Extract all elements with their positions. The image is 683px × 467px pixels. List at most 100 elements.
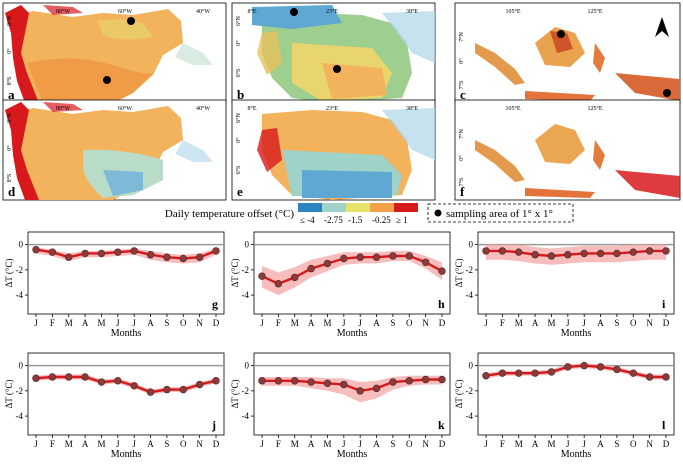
x-tick-label: F: [500, 318, 505, 328]
x-tick-label: O: [406, 318, 413, 328]
lon-tick: 105°E: [505, 105, 520, 112]
data-point: [613, 249, 621, 258]
lon-tick: 23°E: [326, 8, 338, 15]
data-point: [356, 387, 364, 395]
x-tick-label: J: [342, 318, 346, 328]
x-axis-label: Months: [337, 328, 368, 339]
lat-tick: 0°: [458, 155, 465, 161]
y-tick-label: -2: [466, 265, 474, 275]
sample-point: [290, 8, 298, 16]
sample-point: [103, 76, 111, 84]
x-axis-label: Months: [561, 449, 592, 460]
map-panel-e: 8°E 23°E 38°E 6°N 0° 6°S e: [231, 99, 436, 201]
panel-label: h: [438, 297, 445, 311]
x-tick-label: M: [547, 439, 555, 449]
lon-tick: 38°E: [406, 8, 418, 15]
data-point: [438, 267, 446, 275]
x-tick-label: F: [276, 318, 281, 328]
y-axis-label: ΔT (°C): [454, 259, 464, 288]
legend-bin-label: -0.25: [372, 215, 391, 225]
data-point: [438, 375, 446, 384]
x-tick-label: F: [50, 318, 55, 328]
lat-tick: 8°N: [6, 112, 13, 122]
data-point: [48, 248, 57, 256]
x-axis-label: Months: [111, 449, 142, 460]
data-point: [114, 248, 122, 256]
x-tick-label: F: [500, 439, 505, 449]
lon-tick: 40°W: [196, 105, 210, 112]
data-point: [405, 252, 413, 260]
data-point: [580, 249, 588, 258]
x-axis-label: Months: [561, 328, 592, 339]
legend-bin-label: ≥ 1: [396, 215, 408, 225]
sampling-legend-box: [427, 203, 574, 223]
y-tick-label: -4: [16, 411, 24, 421]
x-tick-label: N: [646, 439, 653, 449]
y-tick-label: 0: [469, 240, 474, 250]
lon-tick: 60°W: [118, 8, 132, 15]
lat-tick: 8°N: [6, 15, 13, 25]
data-point: [613, 365, 621, 374]
lon-tick: 125°E: [587, 8, 602, 15]
x-tick-label: J: [116, 318, 120, 328]
x-tick-label: A: [308, 318, 315, 328]
map-panel-d: 80°W 60°W 40°W 8°N 0° 8°S d: [2, 99, 227, 201]
lat-tick: 8°S: [6, 174, 13, 183]
plot-frame: [27, 352, 225, 436]
lat-tick: 0°: [235, 137, 242, 143]
x-tick-label: O: [180, 318, 187, 328]
data-point: [564, 363, 572, 371]
lat-tick: 8°S: [6, 77, 13, 86]
x-tick-label: J: [582, 318, 586, 328]
x-tick-label: D: [663, 439, 670, 449]
data-point: [65, 373, 73, 381]
x-tick-label: J: [34, 318, 38, 328]
sampling-legend-label: sampling area of 1° x 1°: [446, 208, 553, 220]
panel-label: g: [212, 297, 218, 311]
map-panel-f: 105°E 125°E 7°N 0° 7°S f: [454, 99, 681, 201]
data-point: [372, 384, 381, 393]
x-tick-label: M: [97, 439, 105, 449]
data-point: [307, 378, 315, 386]
lat-tick: 0°: [458, 58, 465, 64]
x-tick-label: J: [260, 439, 264, 449]
data-point: [482, 372, 490, 380]
data-point: [195, 253, 204, 261]
sample-point: [557, 30, 565, 38]
x-tick-label: J: [342, 439, 346, 449]
x-tick-label: M: [515, 318, 523, 328]
panel-label-d: d: [8, 184, 16, 199]
lat-tick: 7°S: [458, 178, 465, 187]
data-point: [662, 247, 670, 255]
x-tick-label: J: [34, 439, 38, 449]
x-tick-label: A: [147, 439, 154, 449]
x-tick-label: M: [65, 318, 73, 328]
x-tick-label: F: [276, 439, 281, 449]
data-point: [421, 375, 430, 384]
x-tick-label: M: [291, 318, 299, 328]
y-tick-label: 0: [245, 361, 250, 371]
data-point: [645, 247, 654, 255]
legend-bin-label: -1.5: [348, 215, 363, 225]
data-point: [274, 377, 283, 385]
x-tick-label: J: [566, 318, 570, 328]
data-point: [531, 369, 539, 377]
y-axis-label: ΔT (°C): [4, 380, 14, 409]
lat-tick: 7°S: [458, 81, 465, 90]
legend-bin-label: -2.75: [324, 215, 343, 225]
map-panel-c: 105°E 125°E 7°N 0° 7°S c: [454, 2, 681, 104]
x-tick-label: J: [358, 318, 362, 328]
lon-tick: 80°W: [56, 105, 70, 112]
panel-label-a: a: [8, 87, 15, 102]
y-tick-label: -4: [466, 411, 474, 421]
lon-tick: 38°E: [406, 105, 418, 112]
lat-tick: 7°N: [458, 128, 465, 138]
x-tick-label: A: [82, 439, 89, 449]
x-tick-label: J: [566, 439, 570, 449]
x-tick-label: S: [614, 318, 619, 328]
x-tick-label: N: [196, 439, 203, 449]
x-tick-label: A: [597, 318, 604, 328]
